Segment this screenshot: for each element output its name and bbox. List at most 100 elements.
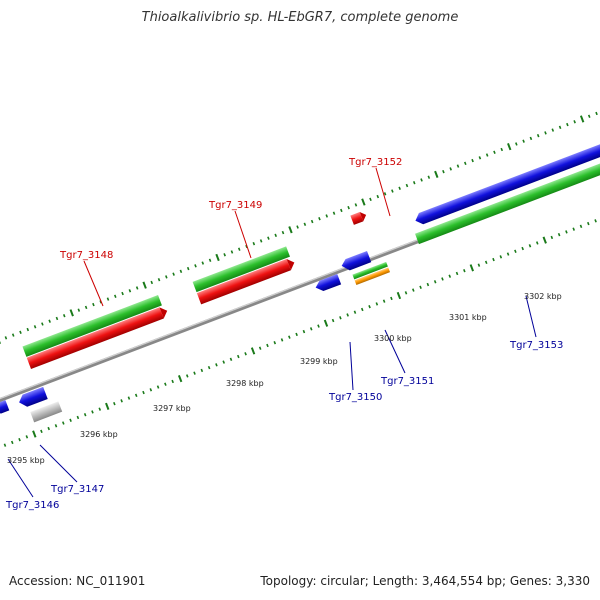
upper-tick-mark <box>529 136 533 141</box>
gene-tgr7-3148[interactable] <box>22 294 169 369</box>
upper-tick-mark <box>179 269 183 274</box>
gene-tgr7-3153[interactable] <box>415 159 600 245</box>
upper-tick-mark <box>0 336 1 345</box>
upper-tick-mark <box>172 272 175 276</box>
leader-tgr7-3153 <box>525 295 537 338</box>
kbp-label-3299: 3299 kbp <box>300 357 338 366</box>
label-tgr7-3147[interactable]: Tgr7_3147 <box>50 484 104 495</box>
upper-tick-mark <box>544 131 547 135</box>
upper-tick-mark <box>186 266 190 271</box>
upper-tick-mark <box>573 120 576 124</box>
lower-tick-mark <box>441 277 444 281</box>
upper-tick-mark <box>77 308 81 312</box>
upper-tick-mark <box>412 181 416 185</box>
upper-tick-mark <box>62 314 66 318</box>
lower-tick-mark <box>339 316 342 320</box>
label-tgr7-3148[interactable]: Tgr7_3148 <box>59 250 113 261</box>
upper-tick-mark <box>201 261 205 265</box>
upper-tick-mark <box>274 233 277 238</box>
upper-tick-mark <box>579 115 585 123</box>
lower-tick-mark <box>309 327 313 331</box>
lower-tick-mark <box>528 244 532 248</box>
lower-tick-mark <box>396 291 402 300</box>
gene-tgr7-3147[interactable] <box>17 384 63 425</box>
upper-tick-mark <box>84 305 88 310</box>
upper-tick-mark <box>369 197 372 202</box>
leader-tgr7-3147 <box>39 444 78 483</box>
lower-tick-mark <box>266 343 269 348</box>
lower-tick-mark <box>323 319 329 327</box>
upper-tick-mark <box>194 264 197 268</box>
lower-tick-mark <box>120 399 123 403</box>
lower-tick-mark <box>469 264 474 272</box>
gene-reverse-right-blue[interactable] <box>413 141 600 226</box>
lower-tick-mark <box>572 227 575 231</box>
lower-tick-mark <box>346 313 349 317</box>
lower-tick-mark <box>185 374 189 378</box>
kbp-label-3298: 3298 kbp <box>226 379 264 388</box>
lower-tick-mark <box>353 310 357 314</box>
lower-tick-mark <box>193 371 196 375</box>
lower-tick-mark <box>455 271 459 276</box>
gene-tgr7-3146[interactable] <box>0 400 10 416</box>
label-tgr7-3153[interactable]: Tgr7_3153 <box>509 340 563 351</box>
lower-tick-mark <box>207 365 211 370</box>
upper-tick-mark <box>595 111 598 116</box>
lower-tick-mark <box>499 255 503 259</box>
upper-tick-mark <box>106 297 110 301</box>
upper-tick-mark <box>434 170 439 178</box>
lower-tick-mark <box>142 390 145 395</box>
leader-tgr7-3146 <box>7 458 34 498</box>
lower-tick-mark <box>375 302 379 306</box>
lower-tick-mark <box>317 324 320 328</box>
lower-tick-mark <box>484 260 488 265</box>
lower-tick-mark <box>18 437 21 442</box>
upper-tick-mark <box>493 150 496 154</box>
lower-tick-row <box>3 219 597 447</box>
lower-tick-mark <box>565 230 568 234</box>
upper-tick-mark <box>215 253 220 262</box>
kbp-label-3301: 3301 kbp <box>449 313 487 322</box>
kbp-label-3300: 3300 kbp <box>374 334 412 343</box>
lower-tick-mark <box>98 407 102 411</box>
lower-tick-mark <box>258 346 262 350</box>
lower-tick-mark <box>579 224 583 229</box>
upper-tick-mark <box>69 309 74 317</box>
gene-tgr7-3152[interactable] <box>350 210 368 225</box>
upper-tick-mark <box>420 178 423 182</box>
upper-tick-mark <box>259 239 263 243</box>
leader-tgr7-3151 <box>384 329 406 374</box>
lower-tick-mark <box>32 430 37 438</box>
upper-tick-mark <box>464 161 467 166</box>
label-tgr7-3152[interactable]: Tgr7_3152 <box>348 157 402 168</box>
upper-tick-mark <box>376 194 380 199</box>
lower-tick-mark <box>433 280 437 284</box>
gene-tgr7-3149[interactable] <box>192 246 297 305</box>
lower-tick-mark <box>382 299 386 303</box>
label-tgr7-3146[interactable]: Tgr7_3146 <box>5 500 59 511</box>
upper-tick-mark <box>398 186 401 190</box>
upper-tick-mark <box>296 225 299 229</box>
label-tgr7-3150[interactable]: Tgr7_3150 <box>328 392 382 403</box>
leader-tgr7-3152 <box>375 167 391 217</box>
upper-tick-mark <box>165 275 168 279</box>
label-tgr7-3151[interactable]: Tgr7_3151 <box>380 376 434 387</box>
lower-tick-mark <box>47 426 50 431</box>
lower-tick-mark <box>164 382 167 386</box>
upper-tick-mark <box>41 322 44 326</box>
lower-tick-mark <box>171 379 174 384</box>
upper-tick-mark <box>128 289 132 293</box>
upper-tick-mark <box>4 336 8 340</box>
label-tgr7-3149[interactable]: Tgr7_3149 <box>208 200 262 211</box>
lower-tick-mark <box>200 368 204 373</box>
lower-tick-mark <box>331 318 335 323</box>
lower-tick-mark <box>83 413 87 417</box>
upper-tick-mark <box>19 330 22 334</box>
gene-tgr7-3150[interactable] <box>314 274 342 293</box>
upper-tick-mark <box>157 277 161 282</box>
gene-tgr7-3151[interactable] <box>340 246 391 287</box>
lower-tick-mark <box>463 268 466 273</box>
lower-tick-mark <box>514 249 517 253</box>
upper-tick-row <box>0 111 598 345</box>
lower-tick-mark <box>412 288 415 292</box>
